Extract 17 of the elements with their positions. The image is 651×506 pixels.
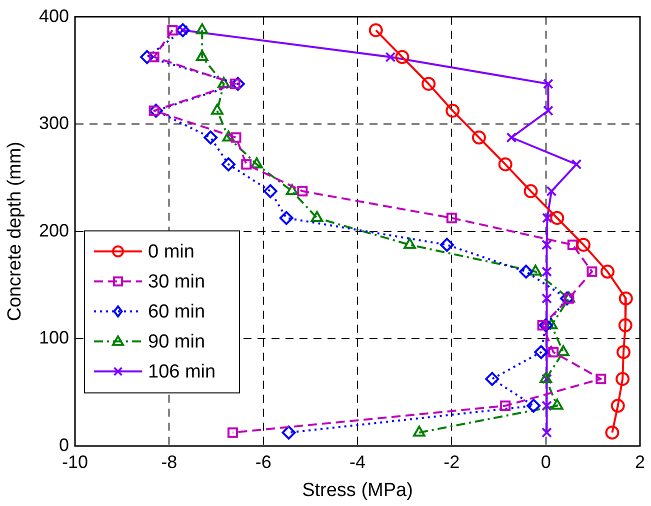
x-tick-label: -2 xyxy=(444,452,460,472)
y-tick-label: 200 xyxy=(38,220,69,240)
y-tick-label: 400 xyxy=(38,6,69,26)
legend-label: 106 min xyxy=(148,362,216,383)
legend-label: 60 min xyxy=(148,302,206,323)
x-tick-label: 0 xyxy=(540,452,551,472)
legend-label: 30 min xyxy=(148,272,206,293)
y-tick-label: 300 xyxy=(38,113,69,134)
x-tick-label: -8 xyxy=(161,452,178,472)
legend-label: 90 min xyxy=(148,332,206,353)
x-axis-title: Stress (MPa) xyxy=(302,480,413,501)
y-tick-label: 100 xyxy=(38,328,69,348)
x-tick-label: -4 xyxy=(349,452,366,472)
x-tick-label: -6 xyxy=(255,452,272,472)
y-axis-title: Concrete depth (mm) xyxy=(4,142,26,322)
legend-label: 0 min xyxy=(148,242,194,263)
x-tick-label: 2 xyxy=(634,452,645,472)
